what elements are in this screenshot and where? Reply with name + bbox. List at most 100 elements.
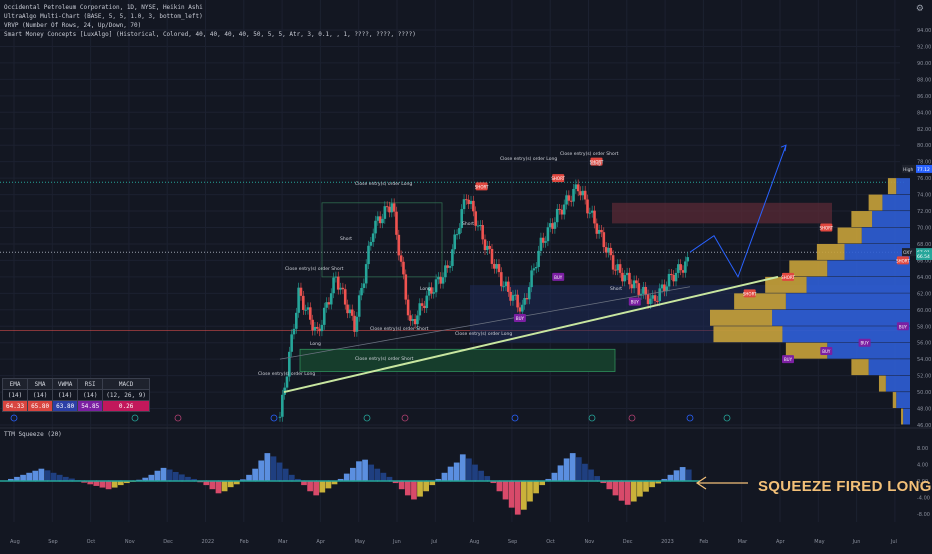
candle-body [458, 228, 461, 235]
time-axis-tick: Jul [430, 539, 437, 545]
candle-body [390, 203, 394, 213]
event-marker [131, 414, 139, 422]
squeeze-bar [69, 478, 75, 481]
candle-body [679, 264, 682, 271]
time-axis-tick: Feb [240, 539, 249, 545]
ind-value-rsi: 54.85 [77, 400, 104, 412]
candle-body [593, 210, 596, 224]
candle-body [630, 284, 634, 289]
candle-body [586, 199, 589, 214]
signal-badge: SHORT [819, 223, 834, 232]
vrvp-down-bar [837, 227, 862, 244]
squeeze-bar [508, 481, 515, 508]
order-label: Short [462, 221, 474, 227]
squeeze-bar [527, 481, 533, 502]
candle-body [560, 209, 564, 215]
candle-body [646, 294, 650, 305]
candle-body [374, 220, 377, 234]
squeeze-bar [533, 481, 539, 494]
signal-badge: BUY [896, 322, 909, 331]
legend-ultraalgo: UltraAlgo Multi-Chart (BASE, 5, 5, 1.0, … [4, 13, 203, 20]
squeeze-bar [569, 453, 576, 481]
signal-badge-label: BUY [899, 324, 908, 329]
squeeze-bar [429, 481, 436, 486]
candle-body [532, 268, 536, 271]
legend-smc: Smart Money Concepts [LuxAlgo] (Historic… [4, 31, 416, 38]
price-label-tag [902, 248, 916, 257]
candle-body [600, 229, 603, 233]
chart-legend: Occidental Petroleum Corporation, 1D, NY… [4, 3, 416, 39]
squeeze-bar [350, 467, 356, 481]
squeeze-bar [411, 481, 417, 500]
squeeze-bar [453, 462, 460, 481]
time-axis-tick: Jun [392, 539, 401, 545]
candle-body [488, 245, 491, 249]
indicator-table-values: 64.33 65.80 63.80 54.85 0.26 [1, 400, 150, 412]
candle-body [597, 229, 601, 234]
signal-badge-bg [782, 272, 794, 281]
candle-body [621, 272, 624, 282]
squeeze-axis-tick: -4.00 [917, 495, 930, 501]
candle-body [446, 265, 450, 268]
order-label: Long [310, 341, 321, 347]
signal-badge: BUY [552, 272, 565, 281]
signal-badge-label: SHORT [896, 258, 910, 263]
order-label: Long [590, 161, 601, 167]
vrvp-down-bar [887, 178, 897, 195]
price-label [902, 164, 932, 173]
squeeze-bar [374, 468, 381, 481]
candle-body [663, 284, 666, 292]
signal-badge-label: BUY [554, 275, 563, 280]
candle-body [455, 234, 459, 236]
candle-body [579, 191, 582, 196]
squeeze-fired-annotation: SQUEEZE FIRED LONG [758, 478, 932, 495]
signal-badge-bg [820, 346, 833, 355]
candle-body [623, 275, 627, 282]
candle-body [511, 295, 515, 301]
squeeze-bar [215, 481, 222, 494]
squeeze-bar [160, 467, 167, 481]
signal-badge-bg [552, 272, 565, 281]
candle-body [343, 289, 347, 305]
squeeze-bar [166, 469, 173, 481]
candle-body [583, 190, 587, 200]
event-marker [270, 414, 278, 422]
signal-badge-label: SHORT [590, 160, 604, 165]
candle-body [395, 211, 398, 235]
squeeze-bar [105, 481, 112, 490]
candle-body [539, 237, 543, 251]
candle-body [490, 248, 494, 264]
squeeze-bar [459, 454, 466, 481]
squeeze-bar [673, 470, 680, 481]
gear-icon[interactable]: ⚙ [915, 4, 924, 14]
vrvp-up-bar [827, 342, 910, 359]
squeeze-bar [44, 470, 51, 481]
candle-body [388, 206, 391, 213]
candle-body [581, 190, 585, 196]
squeeze-bar [99, 481, 106, 488]
signal-badge: SHORT [590, 157, 604, 166]
squeeze-bar [209, 481, 216, 490]
squeeze-axis-tick: 8.00 [917, 446, 928, 452]
candle-body [665, 286, 669, 292]
candle-body [486, 245, 489, 251]
event-marker [401, 414, 409, 422]
price-label-value: 66.54 [917, 254, 930, 260]
price-axis-tick: 78.00 [917, 160, 931, 166]
candle-body [651, 295, 655, 299]
squeeze-bar [685, 469, 692, 481]
candle-body [402, 261, 405, 275]
vrvp-up-bar [861, 227, 910, 244]
candle-body [686, 257, 689, 262]
price-axis-tick: 94.00 [917, 28, 931, 34]
squeeze-bar [637, 481, 643, 497]
candle-body [357, 295, 361, 317]
candle-body [418, 303, 422, 316]
price-axis-tick: 64.00 [917, 275, 931, 281]
candle-body [332, 277, 335, 294]
squeeze-bar [8, 478, 14, 481]
candle-body [639, 293, 643, 295]
ind-header-ema: EMA [1, 378, 29, 390]
